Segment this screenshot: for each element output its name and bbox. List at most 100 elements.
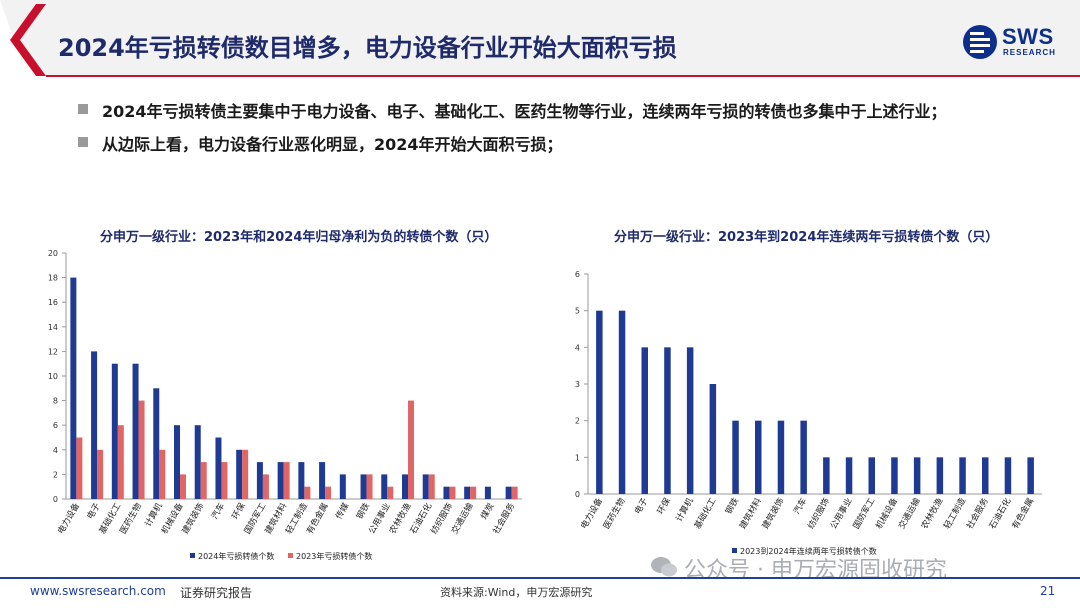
y-tick-label: 18 bbox=[48, 274, 58, 283]
logo-subtext: RESEARCH bbox=[1003, 48, 1056, 57]
bar-primary bbox=[298, 462, 305, 499]
footer-source: 资料来源:Wind，申万宏源研究 bbox=[440, 586, 593, 599]
bar-secondary bbox=[138, 400, 145, 499]
bar-primary bbox=[800, 420, 807, 494]
y-tick-label: 12 bbox=[48, 347, 58, 356]
bar-primary bbox=[215, 437, 222, 499]
bar-primary bbox=[1004, 457, 1012, 494]
bar-primary bbox=[732, 420, 739, 494]
bar-primary bbox=[891, 457, 898, 494]
bar-primary bbox=[686, 347, 694, 494]
bar-secondary bbox=[262, 474, 269, 499]
bar-primary bbox=[422, 474, 429, 499]
page-number: 21 bbox=[1040, 584, 1056, 598]
bar-primary bbox=[153, 388, 160, 499]
y-tick-label: 0 bbox=[575, 490, 580, 499]
footer-website-link[interactable]: www.swsresearch.com bbox=[30, 584, 166, 598]
x-tick-label: 钢铁 bbox=[354, 501, 372, 522]
y-tick-label: 2 bbox=[53, 470, 58, 479]
bar-secondary bbox=[221, 462, 228, 499]
y-tick-label: 4 bbox=[53, 446, 58, 455]
bar-secondary bbox=[304, 486, 311, 499]
x-tick-label: 计算机 bbox=[143, 501, 166, 529]
bar-secondary bbox=[180, 474, 186, 499]
bar-primary bbox=[596, 310, 603, 494]
bar-primary bbox=[256, 462, 263, 499]
bar-primary bbox=[1027, 457, 1034, 494]
bar-primary bbox=[174, 425, 180, 499]
footer-report-type: 证券研究报告 bbox=[180, 586, 253, 600]
y-tick-label: 2 bbox=[575, 417, 580, 426]
bar-secondary bbox=[117, 425, 124, 499]
bar-primary bbox=[709, 384, 717, 494]
y-tick-label: 20 bbox=[48, 249, 58, 258]
bar-secondary bbox=[200, 462, 207, 499]
sws-logo-icon bbox=[963, 25, 997, 59]
bar-primary bbox=[641, 347, 648, 494]
legend-label: 2023年亏损转债个数 bbox=[296, 551, 372, 561]
bar-primary bbox=[484, 486, 491, 499]
bar-secondary bbox=[159, 449, 166, 499]
bar-primary bbox=[236, 449, 243, 499]
bar-secondary bbox=[511, 486, 518, 499]
bar-secondary bbox=[325, 486, 332, 499]
bar-primary bbox=[443, 486, 450, 499]
y-tick-label: 4 bbox=[575, 343, 580, 352]
x-tick-label: 传媒 bbox=[333, 501, 351, 522]
bar-primary bbox=[277, 462, 284, 499]
bullet-square-icon bbox=[78, 104, 88, 114]
y-tick-label: 16 bbox=[48, 298, 58, 307]
bar-secondary bbox=[449, 486, 456, 499]
wechat-icon bbox=[651, 557, 677, 577]
y-tick-label: 8 bbox=[53, 397, 58, 406]
bar-primary bbox=[618, 310, 626, 494]
bar-primary bbox=[664, 347, 671, 494]
x-tick-label: 公用事业 bbox=[828, 496, 855, 531]
y-tick-label: 6 bbox=[53, 421, 58, 430]
bar-secondary bbox=[76, 437, 83, 499]
x-tick-label: 电子 bbox=[85, 501, 103, 522]
bar-primary bbox=[755, 420, 762, 494]
bar-primary bbox=[982, 457, 989, 494]
x-tick-label: 建筑装饰 bbox=[760, 496, 787, 531]
bar-primary bbox=[132, 363, 139, 499]
page-title: 2024年亏损转债数目增多，电力设备行业开始大面积亏损 bbox=[58, 34, 677, 62]
bar-primary bbox=[91, 351, 98, 499]
x-tick-label: 电子 bbox=[632, 496, 650, 517]
x-tick-label: 汽车 bbox=[209, 501, 227, 521]
bar-primary bbox=[464, 486, 471, 499]
y-tick-label: 10 bbox=[48, 372, 58, 381]
chart-left-title: 分申万一级行业：2023年和2024年归母净利为负的转债个数（只） bbox=[100, 230, 498, 245]
x-tick-label: 汽车 bbox=[791, 496, 809, 516]
bar-secondary bbox=[470, 486, 477, 499]
header-band bbox=[0, 0, 1080, 77]
bar-primary bbox=[777, 420, 785, 494]
bar-primary bbox=[70, 277, 77, 499]
footer-divider bbox=[0, 577, 1080, 579]
x-tick-label: 基础化工 bbox=[692, 496, 719, 531]
bar-secondary bbox=[408, 400, 414, 499]
y-tick-label: 1 bbox=[575, 453, 580, 462]
bar-primary bbox=[845, 457, 853, 494]
legend-label: 2023到2024年连续两年亏损转债个数 bbox=[740, 546, 877, 556]
watermark-text: 公众号 · 申万宏源固收研究 bbox=[684, 558, 947, 583]
bar-primary bbox=[381, 474, 388, 499]
bar-primary bbox=[959, 457, 966, 494]
bar-primary bbox=[360, 474, 367, 499]
x-tick-label: 钢铁 bbox=[723, 496, 741, 517]
y-tick-label: 6 bbox=[575, 270, 580, 279]
bar-primary bbox=[868, 457, 875, 494]
x-tick-label: 计算机 bbox=[673, 496, 696, 524]
bullet-text: 2024年亏损转债主要集中于电力设备、电子、基础化工、医药生物等行业，连续两年亏… bbox=[102, 102, 947, 121]
bar-secondary bbox=[242, 449, 249, 499]
bar-secondary bbox=[387, 486, 394, 499]
y-tick-label: 14 bbox=[48, 323, 58, 332]
bar-primary bbox=[339, 474, 346, 499]
x-tick-label: 煤炭 bbox=[478, 501, 496, 522]
y-tick-label: 3 bbox=[575, 380, 580, 389]
x-tick-label: 电力设备 bbox=[55, 501, 82, 536]
x-tick-label: 有色金属 bbox=[1010, 496, 1037, 531]
legend-swatch bbox=[190, 553, 195, 558]
